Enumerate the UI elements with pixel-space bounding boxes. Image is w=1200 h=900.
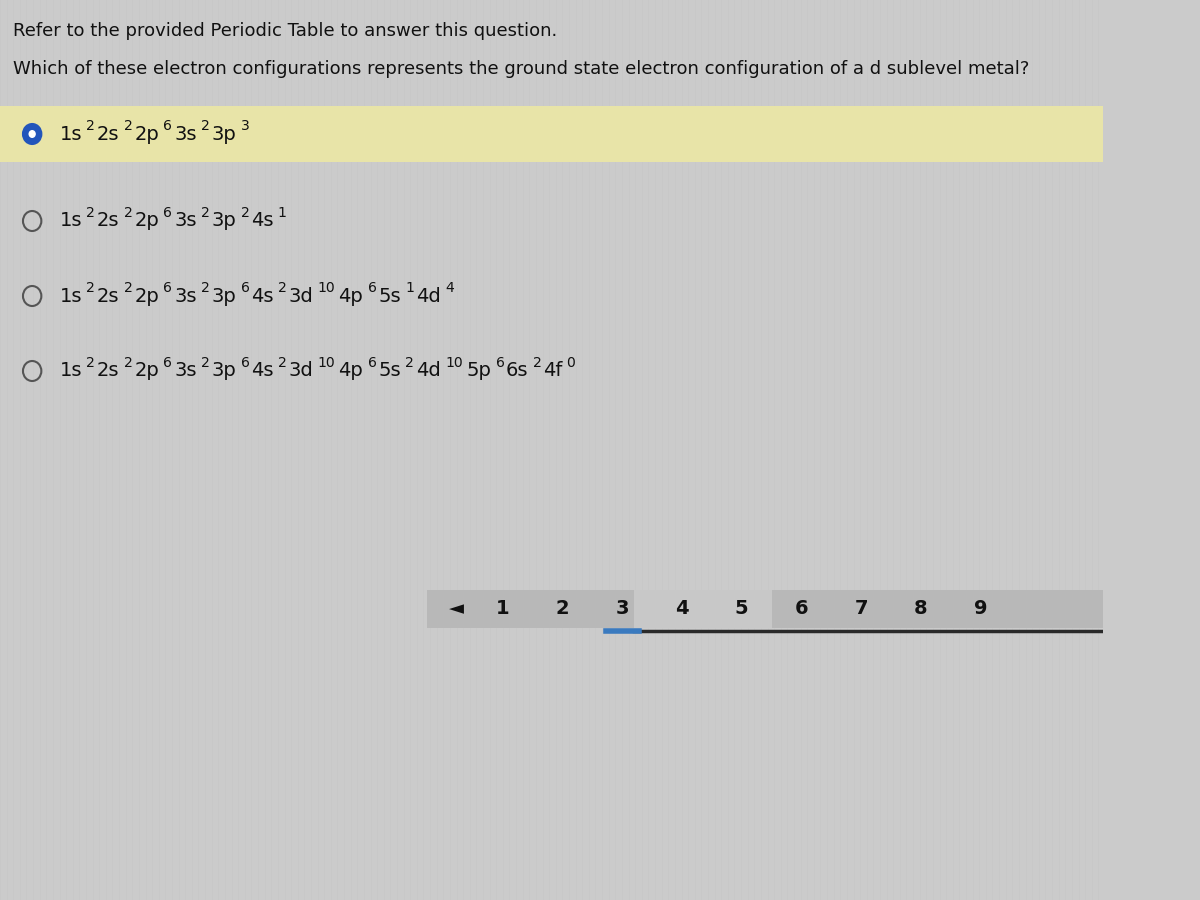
Text: 2p: 2p [134, 124, 158, 143]
Text: 2: 2 [533, 356, 541, 370]
Text: 2: 2 [200, 206, 210, 220]
Text: 8: 8 [914, 599, 928, 618]
Text: 6: 6 [368, 356, 377, 370]
Text: 2: 2 [124, 119, 132, 133]
Text: 3p: 3p [211, 362, 236, 381]
Text: 4f: 4f [544, 362, 563, 381]
Text: 1: 1 [496, 599, 510, 618]
FancyBboxPatch shape [634, 590, 772, 628]
Text: 2s: 2s [97, 212, 120, 230]
Text: 4d: 4d [415, 362, 440, 381]
Text: 1s: 1s [60, 362, 83, 381]
Circle shape [29, 130, 36, 138]
Text: 3d: 3d [288, 362, 313, 381]
Text: 2: 2 [86, 119, 95, 133]
Text: 6: 6 [163, 356, 173, 370]
Text: 4: 4 [676, 599, 689, 618]
Text: 2: 2 [240, 206, 250, 220]
Text: 10: 10 [318, 281, 335, 295]
Text: 2: 2 [556, 599, 569, 618]
Text: 5p: 5p [466, 362, 491, 381]
Text: 9: 9 [974, 599, 988, 618]
Text: 6: 6 [240, 356, 250, 370]
Text: 3p: 3p [211, 212, 236, 230]
Text: 6: 6 [240, 281, 250, 295]
Text: 4d: 4d [415, 286, 440, 305]
Text: 6: 6 [496, 356, 504, 370]
Text: 1s: 1s [60, 286, 83, 305]
Text: 6s: 6s [506, 362, 528, 381]
Text: 7: 7 [854, 599, 868, 618]
Text: Refer to the provided Periodic Table to answer this question.: Refer to the provided Periodic Table to … [13, 22, 557, 40]
Text: 2p: 2p [134, 362, 158, 381]
Text: 6: 6 [163, 119, 173, 133]
Text: 10: 10 [318, 356, 335, 370]
Text: 2: 2 [200, 119, 210, 133]
Text: 6: 6 [368, 281, 377, 295]
Text: 3s: 3s [174, 362, 197, 381]
Text: 4p: 4p [338, 286, 364, 305]
Text: 6: 6 [794, 599, 808, 618]
Text: 2s: 2s [97, 362, 120, 381]
Text: 1: 1 [277, 206, 287, 220]
Text: 3d: 3d [288, 286, 313, 305]
Text: 4s: 4s [251, 362, 274, 381]
Text: Which of these electron configurations represents the ground state electron conf: Which of these electron configurations r… [13, 60, 1030, 78]
Text: 2s: 2s [97, 286, 120, 305]
Text: 1s: 1s [60, 124, 83, 143]
Text: 2s: 2s [97, 124, 120, 143]
FancyBboxPatch shape [0, 106, 1103, 162]
Text: 2: 2 [200, 356, 210, 370]
Text: 2: 2 [86, 281, 95, 295]
Text: 2: 2 [406, 356, 414, 370]
Text: 2: 2 [200, 281, 210, 295]
Text: 5s: 5s [378, 286, 401, 305]
Text: 5: 5 [734, 599, 749, 618]
Text: 3s: 3s [174, 286, 197, 305]
Text: 2: 2 [86, 356, 95, 370]
Text: 2p: 2p [134, 286, 158, 305]
Text: 3: 3 [616, 599, 629, 618]
Text: 2: 2 [277, 356, 287, 370]
Text: 4: 4 [445, 281, 454, 295]
Text: 2: 2 [124, 281, 132, 295]
Text: 2: 2 [277, 281, 287, 295]
Text: 1: 1 [406, 281, 414, 295]
Text: 0: 0 [566, 356, 575, 370]
Text: 5s: 5s [378, 362, 401, 381]
Text: 2: 2 [86, 206, 95, 220]
Text: 2p: 2p [134, 212, 158, 230]
Text: 3p: 3p [211, 286, 236, 305]
Text: 6: 6 [163, 206, 173, 220]
Text: 1s: 1s [60, 212, 83, 230]
Text: 2: 2 [124, 206, 132, 220]
Text: 4p: 4p [338, 362, 364, 381]
Text: 2: 2 [124, 356, 132, 370]
Text: 3: 3 [240, 119, 250, 133]
Text: 4s: 4s [251, 286, 274, 305]
FancyBboxPatch shape [427, 590, 1103, 628]
Text: ◄: ◄ [449, 599, 464, 618]
Text: 4s: 4s [251, 212, 274, 230]
Circle shape [23, 124, 41, 144]
Text: 3s: 3s [174, 212, 197, 230]
Text: 3s: 3s [174, 124, 197, 143]
Text: 10: 10 [445, 356, 463, 370]
Text: 6: 6 [163, 281, 173, 295]
Text: 3p: 3p [211, 124, 236, 143]
